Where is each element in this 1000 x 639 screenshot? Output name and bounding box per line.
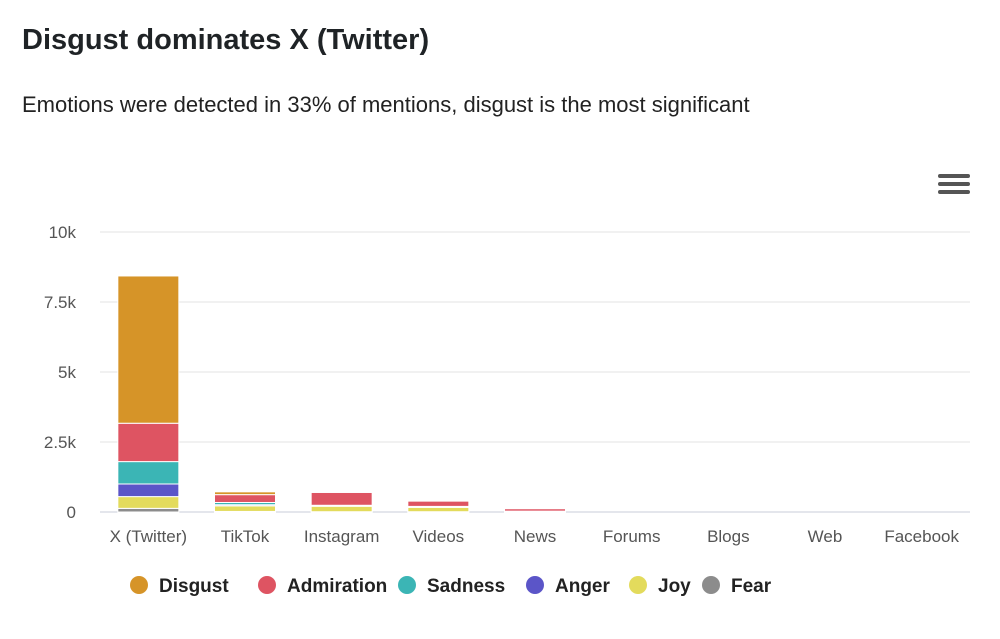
legend-label-joy[interactable]: Joy: [658, 576, 691, 597]
bar-segment-admiration[interactable]: [214, 494, 276, 503]
x-tick-label: Blogs: [707, 527, 750, 546]
bar-segment-fear[interactable]: [117, 507, 180, 513]
x-tick-label: Facebook: [884, 527, 959, 546]
x-tick-label: Web: [808, 527, 843, 546]
legend-marker-fear[interactable]: [702, 576, 720, 594]
x-tick-label: Instagram: [304, 527, 380, 546]
x-tick-label: Forums: [603, 527, 661, 546]
legend-marker-admiration[interactable]: [258, 576, 276, 594]
bar-segment-anger[interactable]: [117, 483, 180, 498]
legend-label-fear[interactable]: Fear: [731, 576, 772, 597]
chart-title: Disgust dominates X (Twitter): [22, 24, 430, 56]
bar-segment-disgust[interactable]: [310, 491, 373, 493]
bar-segment-admiration[interactable]: [310, 491, 373, 506]
menu-line: [938, 174, 970, 178]
x-tick-label: TikTok: [221, 527, 270, 546]
bar-segment-joy[interactable]: [117, 496, 180, 509]
legend-label-admiration[interactable]: Admiration: [287, 576, 387, 597]
x-tick-label: News: [514, 527, 557, 546]
hamburger-menu-icon[interactable]: [938, 174, 970, 200]
y-tick-label: 7.5k: [44, 293, 77, 312]
bar-segment-sadness[interactable]: [117, 461, 180, 485]
bar-segment-disgust[interactable]: [117, 275, 180, 424]
bar-segment-joy[interactable]: [310, 505, 373, 513]
y-tick-label: 2.5k: [44, 433, 77, 452]
y-tick-label: 0: [67, 503, 76, 522]
bar-segment-disgust[interactable]: [407, 500, 470, 502]
legend-marker-disgust[interactable]: [130, 576, 148, 594]
legend-marker-sadness[interactable]: [398, 576, 416, 594]
legend-label-sadness[interactable]: Sadness: [427, 576, 505, 597]
x-tick-label: X (Twitter): [110, 527, 187, 546]
bar-segment-admiration[interactable]: [407, 500, 470, 507]
x-tick-label: Videos: [412, 527, 464, 546]
legend-label-anger[interactable]: Anger: [555, 576, 611, 597]
bar-segment-joy[interactable]: [214, 505, 276, 512]
chart-subtitle: Emotions were detected in 33% of mention…: [22, 92, 750, 117]
y-tick-label: 10k: [49, 223, 77, 242]
bar-segment-admiration[interactable]: [117, 422, 180, 463]
legend-marker-joy[interactable]: [629, 576, 647, 594]
bar-segment-disgust[interactable]: [504, 507, 566, 510]
bar-segment-disgust[interactable]: [214, 491, 276, 496]
y-tick-label: 5k: [58, 363, 76, 382]
legend-marker-anger[interactable]: [526, 576, 544, 594]
menu-line: [938, 182, 970, 186]
menu-line: [938, 190, 970, 194]
legend-label-disgust[interactable]: Disgust: [159, 576, 229, 597]
